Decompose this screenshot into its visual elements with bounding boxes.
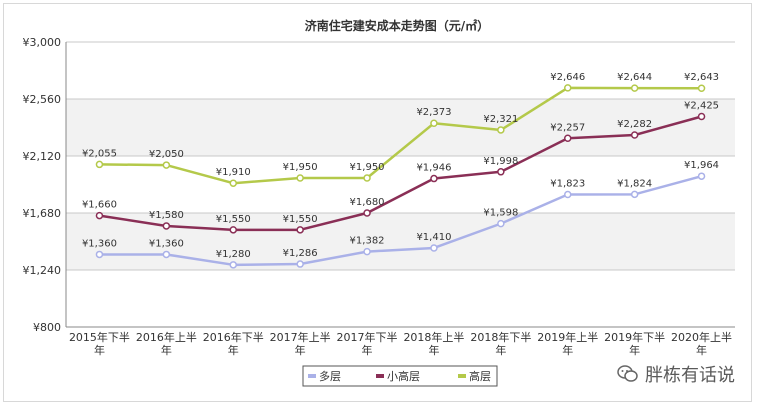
legend-label: 小高层 — [387, 369, 420, 383]
data-label: ¥2,373 — [416, 107, 451, 118]
data-label: ¥2,425 — [684, 100, 719, 111]
data-label: ¥2,644 — [617, 72, 652, 83]
data-point — [497, 219, 505, 228]
data-label: ¥1,964 — [684, 160, 719, 171]
data-point — [363, 247, 371, 256]
data-label: ¥2,321 — [483, 114, 518, 125]
data-label: ¥1,950 — [283, 162, 318, 173]
data-point — [564, 190, 572, 199]
plot-band — [66, 213, 735, 270]
legend-swatch — [376, 374, 384, 378]
data-point — [296, 260, 304, 268]
data-label: ¥1,550 — [216, 214, 251, 225]
data-point — [95, 160, 104, 169]
plot-band — [66, 270, 735, 327]
data-point — [430, 244, 438, 252]
y-tick-label: ¥1,240 — [23, 264, 62, 277]
plot-band — [66, 42, 735, 99]
y-tick-label: ¥2,120 — [23, 150, 62, 163]
series-line-1 — [99, 175, 702, 267]
data-label: ¥1,360 — [149, 238, 184, 249]
data-label: ¥1,286 — [283, 248, 318, 259]
data-point — [162, 222, 171, 230]
data-point — [363, 174, 371, 182]
y-tick-label: ¥1,680 — [23, 207, 62, 220]
data-point — [296, 174, 304, 182]
legend-swatch — [308, 374, 316, 378]
x-tick-label: 2019年上半年 — [537, 330, 598, 357]
y-tick-label: ¥2,560 — [23, 93, 62, 106]
data-label: ¥1,598 — [483, 208, 518, 219]
data-label: ¥2,646 — [550, 72, 585, 83]
data-point — [229, 261, 237, 269]
data-point — [697, 84, 706, 92]
series-line-2 — [99, 115, 702, 232]
legend-label: 多层 — [319, 369, 341, 383]
data-label: ¥1,280 — [216, 249, 251, 260]
x-tick-label: 2020年上半年 — [671, 330, 732, 357]
data-point — [229, 179, 237, 187]
data-label: ¥1,946 — [416, 163, 451, 174]
data-point — [497, 168, 505, 176]
plot-band — [66, 99, 735, 156]
data-point — [497, 126, 505, 134]
data-label: ¥1,660 — [82, 200, 117, 211]
data-label: ¥1,950 — [350, 162, 385, 173]
data-label: ¥1,823 — [550, 178, 585, 189]
data-label: ¥1,550 — [283, 214, 318, 225]
data-label: ¥1,910 — [216, 167, 251, 178]
data-point — [162, 161, 171, 169]
data-point — [697, 172, 706, 180]
data-label: ¥2,282 — [617, 119, 652, 130]
y-tick-label: ¥3,000 — [23, 36, 62, 49]
wechat-icon — [617, 365, 639, 383]
data-point — [430, 119, 438, 127]
x-tick-label: 2017年上半年 — [270, 330, 331, 357]
legend-label: 高层 — [469, 369, 491, 383]
data-label: ¥2,050 — [149, 149, 184, 160]
x-tick-label: 2016年上半年 — [136, 330, 197, 357]
data-label: ¥1,360 — [82, 238, 117, 249]
watermark-text: 胖栋有话说 — [645, 365, 735, 386]
series-line-3 — [99, 86, 702, 185]
data-label: ¥1,998 — [483, 156, 518, 167]
data-point — [630, 84, 639, 92]
data-point — [229, 226, 237, 234]
x-tick-label: 2019年下半年 — [604, 330, 665, 357]
chart-title: 济南住宅建安成本走势图（元/㎡） — [305, 18, 489, 33]
data-point — [296, 226, 304, 234]
data-label: ¥1,580 — [149, 210, 184, 221]
legend-swatch — [458, 374, 466, 378]
data-label: ¥1,680 — [350, 197, 385, 208]
data-label: ¥1,382 — [350, 236, 385, 247]
watermark: 胖栋有话说 — [617, 361, 735, 387]
data-point — [630, 131, 639, 139]
data-point — [564, 84, 572, 92]
data-point — [162, 250, 171, 259]
data-point — [630, 190, 639, 199]
data-label: ¥2,643 — [684, 72, 719, 83]
data-label: ¥2,257 — [550, 122, 585, 133]
data-label: ¥2,055 — [82, 148, 117, 159]
data-point — [363, 209, 371, 217]
data-point — [95, 250, 104, 259]
data-label: ¥1,410 — [416, 232, 451, 243]
x-tick-label: 2018年下半年 — [470, 330, 531, 357]
data-label: ¥1,824 — [617, 178, 652, 189]
data-point — [95, 211, 104, 220]
y-tick-label: ¥800 — [33, 321, 61, 334]
data-point — [697, 112, 706, 121]
plot-band — [66, 156, 735, 213]
x-tick-label: 2017年下半年 — [337, 330, 398, 357]
x-tick-label: 2015年下半年 — [69, 330, 130, 357]
x-tick-label: 2016年下半年 — [203, 330, 264, 357]
legend — [302, 365, 498, 387]
x-tick-label: 2018年上半年 — [403, 330, 464, 357]
data-point — [430, 174, 438, 183]
data-point — [564, 134, 572, 143]
